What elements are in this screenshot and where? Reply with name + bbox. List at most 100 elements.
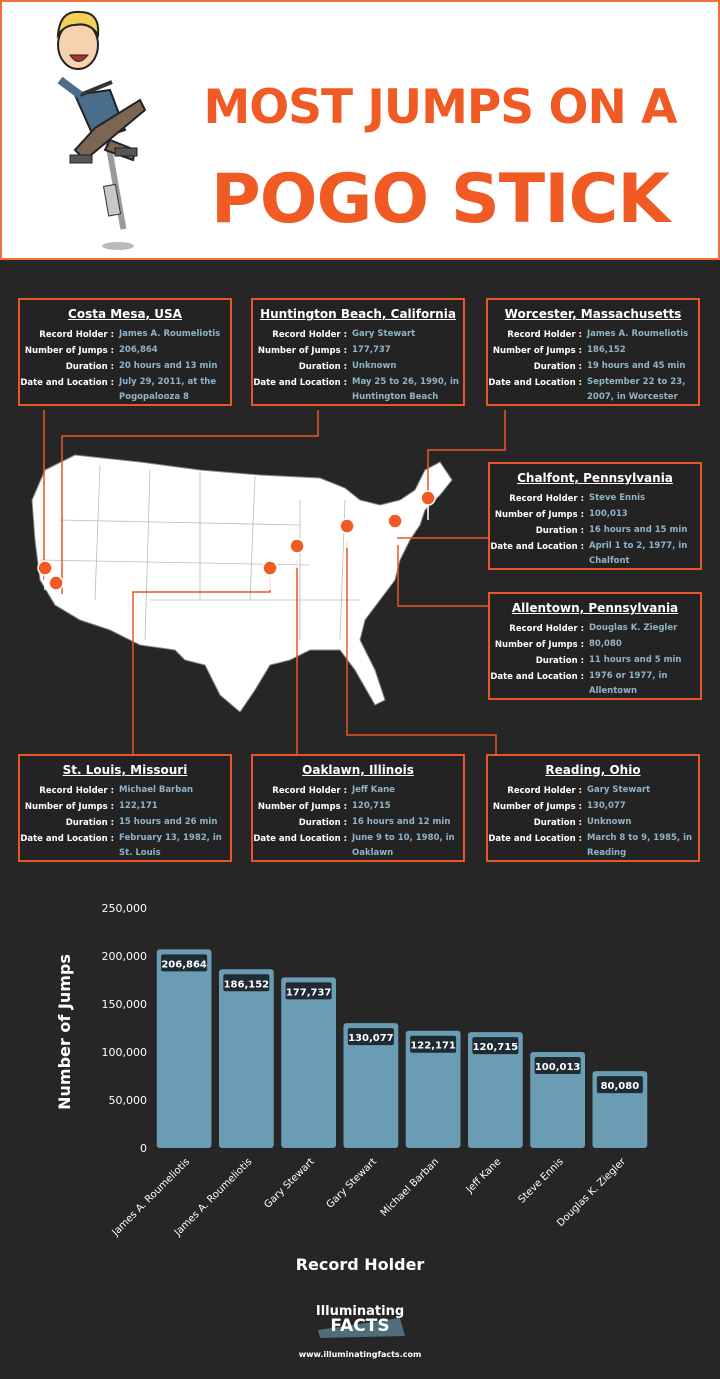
info-label: Date and Location : (488, 834, 582, 844)
info-value: 122,171 (119, 801, 158, 811)
info-value: James A. Roumeliotis (587, 329, 689, 339)
y-axis-label: Number of Jumps (55, 954, 74, 1110)
info-value: Gary Stewart (352, 329, 416, 339)
value-label-bg (534, 1056, 581, 1074)
info-value: Unknown (352, 361, 397, 371)
value-label-bg (596, 1076, 643, 1094)
info-value: 15 hours and 26 min (119, 817, 218, 827)
info-value: July 29, 2011, at the Pogopalooza 8 (119, 377, 217, 402)
info-value: 206,864 (119, 345, 158, 355)
info-label: Record Holder : (507, 786, 582, 796)
location-box: St. Louis, Missouri Record Holder : Michae… (18, 754, 232, 862)
location-title: Chalfont, Pennsylvania (517, 471, 673, 485)
info-label: Duration : (533, 818, 582, 828)
info-value: Unknown (587, 817, 632, 827)
info-label: Record Holder : (509, 624, 584, 634)
info-row: Number of Jumps : 120,715 (253, 799, 463, 815)
info-row: Record Holder : Jeff Kane (253, 783, 463, 799)
info-label: Duration : (298, 818, 347, 828)
info-value: 16 hours and 15 min (589, 525, 688, 535)
value-label-bg (472, 1037, 519, 1055)
info-row: Record Holder : Gary Stewart (253, 327, 463, 343)
value-label-bg (347, 1028, 394, 1046)
info-value: March 8 to 9, 1985, in Reading (587, 833, 693, 858)
info-row: Number of Jumps : 177,737 (253, 343, 463, 359)
x-axis-label: Record Holder (296, 1255, 425, 1274)
info-row: Number of Jumps : 80,080 (490, 637, 700, 653)
value-label: 122,171 (410, 1041, 456, 1052)
info-label: Number of Jumps : (257, 346, 347, 356)
info-value: February 13, 1982, in St. Louis (119, 833, 222, 858)
bar (405, 1030, 461, 1148)
info-row: Duration : 15 hours and 26 min (20, 815, 230, 831)
location-title: Costa Mesa, USA (68, 307, 182, 321)
info-value: 19 hours and 45 min (587, 361, 686, 371)
x-tick-label: James A. Roumeliotis (172, 1156, 255, 1239)
info-label: Number of Jumps : (24, 802, 114, 812)
info-value: 186,152 (587, 345, 626, 355)
info-value: 177,737 (352, 345, 391, 355)
info-label: Number of Jumps : (257, 802, 347, 812)
info-row: Duration : Unknown (253, 359, 463, 375)
info-row: Date and Location : May 25 to 26, 1990, i… (253, 375, 463, 405)
info-row: Number of Jumps : 122,171 (20, 799, 230, 815)
bar (156, 949, 212, 1148)
x-tick-label: Gary Stewart (325, 1156, 379, 1210)
info-label: Number of Jumps : (492, 346, 582, 356)
y-tick-label: 200,000 (102, 950, 148, 963)
location-box: Oaklawn, Illinois Record Holder : Jeff Kan… (251, 754, 465, 862)
info-row: Date and Location : February 13, 1982, in… (20, 831, 230, 861)
info-value: Gary Stewart (587, 785, 651, 795)
x-tick-label: Michael Barban (379, 1156, 442, 1219)
info-value: May 25 to 26, 1990, in Huntington Beach (352, 377, 459, 402)
info-value: Steve Ennis (589, 493, 646, 503)
info-label: Duration : (535, 656, 584, 666)
value-label: 177,737 (286, 987, 332, 998)
value-label: 80,080 (601, 1081, 640, 1092)
x-tick-label: Douglas K. Ziegler (555, 1156, 628, 1229)
info-label: Record Holder : (507, 330, 582, 340)
info-value: Douglas K. Ziegler (589, 623, 678, 633)
brand-bottom: FACTS (330, 1316, 390, 1336)
info-value: Jeff Kane (352, 785, 395, 795)
info-row: Date and Location : September 22 to 23, 2… (488, 375, 698, 405)
x-tick-label: James A. Roumeliotis (110, 1156, 193, 1239)
info-value: 11 hours and 5 min (589, 655, 682, 665)
info-row: Date and Location : June 9 to 10, 1980, i… (253, 831, 463, 861)
location-title: Oaklawn, Illinois (302, 763, 414, 777)
info-value: June 9 to 10, 1980, in Oaklawn (352, 833, 455, 858)
info-label: Record Holder : (272, 786, 347, 796)
info-value: 120,715 (352, 801, 391, 811)
location-box: Allentown, Pennsylvania Record Holder : Do… (488, 592, 702, 700)
info-row: Date and Location : March 8 to 9, 1985, i… (488, 831, 698, 861)
info-value: Michael Barban (119, 785, 194, 795)
info-label: Duration : (298, 362, 347, 372)
info-row: Date and Location : July 29, 2011, at the… (20, 375, 230, 405)
location-title: Worcester, Massachusetts (504, 307, 682, 321)
info-label: Date and Location : (253, 834, 347, 844)
value-label-bg (161, 954, 208, 972)
info-value: 130,077 (587, 801, 626, 811)
info-row: Record Holder : James A. Roumeliotis (488, 327, 698, 343)
info-label: Record Holder : (509, 494, 584, 504)
info-row: Record Holder : Douglas K. Ziegler (490, 621, 700, 637)
info-label: Number of Jumps : (492, 802, 582, 812)
location-title: Reading, Ohio (545, 763, 641, 777)
info-label: Number of Jumps : (24, 346, 114, 356)
info-label: Date and Location : (253, 378, 347, 388)
brand: Illuminating FACTS (300, 1304, 420, 1336)
info-value: 100,013 (589, 509, 628, 519)
info-row: Record Holder : Gary Stewart (488, 783, 698, 799)
location-box: Worcester, Massachusetts Record Holder : J… (486, 298, 700, 406)
value-label: 120,715 (473, 1042, 519, 1053)
bar (592, 1071, 648, 1148)
url: www.illuminatingfacts.com (298, 1350, 422, 1359)
location-box: Costa Mesa, USA Record Holder : James A. R… (18, 298, 232, 406)
title: MOST JUMPS ON A (203, 80, 677, 135)
info-label: Date and Location : (20, 834, 114, 844)
location-box: Huntington Beach, California Record Holde… (251, 298, 465, 406)
info-label: Duration : (533, 362, 582, 372)
info-label: Duration : (535, 526, 584, 536)
brand-top: Illuminating (315, 1304, 405, 1319)
